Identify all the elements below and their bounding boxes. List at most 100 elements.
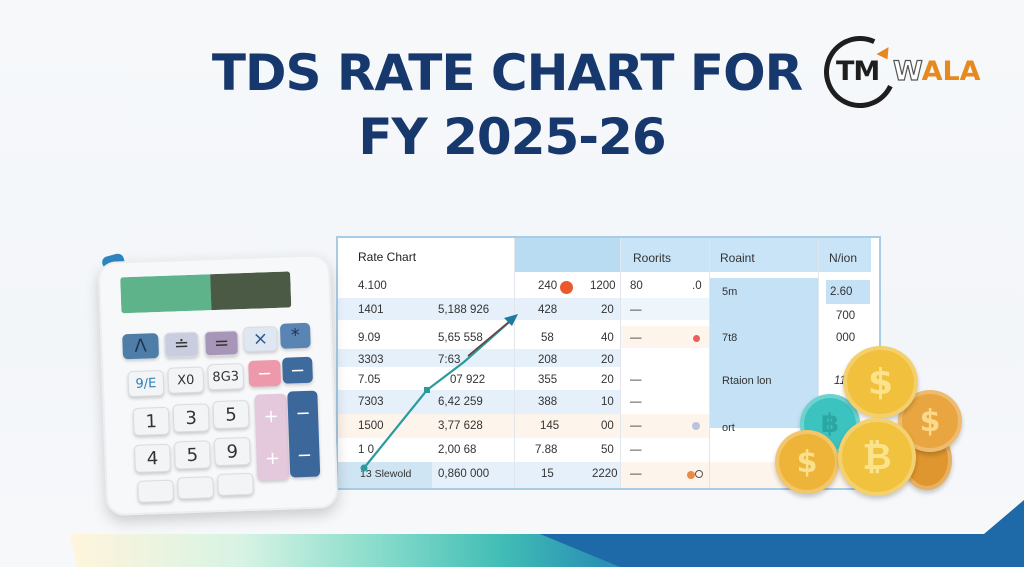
calc-key: 4 (134, 443, 171, 473)
header-label: Roaint (720, 251, 755, 265)
calc-key: * (279, 322, 311, 349)
cell: 7t8 (722, 332, 738, 344)
logo-text-ala: ALA (921, 56, 981, 87)
logo-text-w: W (892, 55, 922, 87)
calculator-illustration: Λ ≐ = × * 9/E X0 8G3 − − 1 3 5 4 5 9 + +… (97, 254, 339, 516)
calc-key: ≐ (164, 331, 199, 358)
page-title-line2: FY 2025-26 (358, 108, 666, 166)
cell: 700 (836, 310, 856, 322)
minus-icon: − (296, 444, 313, 466)
logo-text-wala: WALA (892, 55, 981, 87)
cell: ort (722, 422, 735, 434)
cell: 07 922 (450, 374, 486, 386)
row-bg (338, 390, 620, 414)
header-label: N/ion (829, 251, 858, 265)
calc-key (177, 476, 214, 500)
cell: 1200 (590, 280, 616, 292)
row-bg (338, 414, 709, 438)
calc-key: 8G3 (207, 363, 245, 391)
cell: 2,00 68 (438, 444, 477, 456)
cell: 1 0 (358, 444, 374, 456)
highlight-block (710, 278, 818, 428)
cell: 5m (722, 286, 738, 298)
calc-key: − (282, 356, 313, 384)
cell: 355 (538, 374, 558, 386)
calc-key (137, 479, 175, 503)
cell: 0,860 000 (438, 468, 490, 480)
cell: 15 (541, 468, 554, 480)
divider (709, 238, 710, 488)
cell: 208 (538, 354, 558, 366)
cell: 20 (601, 354, 614, 366)
cell: — (630, 304, 642, 316)
calc-key: 9 (213, 436, 251, 467)
cell: 3303 (358, 354, 384, 366)
calc-key: 3 (172, 403, 210, 433)
cell: 7303 (358, 396, 384, 408)
table-header-col1: Roorits (621, 238, 709, 272)
cell: 000 (836, 332, 856, 344)
status-dot-icon (693, 335, 700, 342)
minus-icon: − (295, 402, 311, 424)
calculator-display (120, 271, 292, 314)
calc-minus-key: − − (287, 390, 321, 478)
table-header-col2: Roaint (710, 238, 818, 272)
coin-dollar-icon: $ (775, 430, 839, 494)
calc-plus-key: + + (254, 393, 290, 481)
cell: 5,65 558 (438, 332, 483, 344)
table-header-blank (514, 238, 620, 272)
cell: 10 (601, 396, 614, 408)
calc-key: 9/E (127, 369, 165, 398)
cell: 145 (540, 420, 560, 432)
divider (514, 238, 515, 488)
decor-corner (984, 500, 1024, 534)
cell: 2220 (592, 468, 618, 480)
cell: 40 (601, 332, 614, 344)
rate-chart-table: Roorits Roaint N/ion Rate Chart 4.100 14… (336, 236, 881, 490)
cell: 7:63 (438, 354, 461, 366)
cell: 1401 (358, 304, 384, 316)
cell: 20 (601, 374, 614, 386)
cell: 7.88 (535, 444, 558, 456)
cell: 80 (630, 280, 643, 292)
row-bg (338, 462, 432, 488)
status-ring-icon (695, 470, 703, 478)
cell: .0 (692, 280, 702, 292)
cell: 1500 (358, 420, 384, 432)
cell: — (630, 468, 642, 480)
cell: 11 (834, 375, 846, 387)
row-bg (621, 326, 709, 348)
calc-key: = (204, 330, 239, 357)
cell: — (630, 420, 642, 432)
plus-icon: + (264, 447, 281, 469)
coin-dollar-icon: $ (843, 346, 918, 418)
cell: 4.100 (358, 280, 387, 292)
trend-line-icon (360, 314, 518, 472)
calc-key (217, 472, 254, 497)
calc-key: X0 (167, 366, 205, 394)
status-dot-icon (692, 422, 700, 430)
cell: 20 (601, 304, 614, 316)
cell: 5,188 926 (438, 304, 490, 316)
calc-key: 1 (132, 406, 170, 436)
calc-key: 5 (173, 440, 211, 470)
cell: — (630, 444, 642, 456)
cell: 58 (541, 332, 554, 344)
calc-key: Λ (122, 333, 160, 360)
cell: 00 (601, 420, 614, 432)
row-bg (338, 298, 620, 320)
cell: 13 Slewold (360, 468, 412, 480)
calc-key: × (242, 325, 278, 353)
cell: Rtaion lon (722, 375, 772, 387)
highlight-cell (826, 280, 870, 304)
cell: — (630, 332, 642, 344)
cell: 240 (538, 280, 558, 292)
header-label: Roorits (633, 251, 672, 265)
cell: 2.60 (830, 286, 853, 298)
table-header-col3: N/ion (819, 238, 871, 272)
cell: 428 (538, 304, 558, 316)
logo-text-tm: TM (836, 56, 880, 87)
row-bg (621, 298, 709, 320)
row-bg (338, 349, 620, 367)
cell: 388 (538, 396, 558, 408)
